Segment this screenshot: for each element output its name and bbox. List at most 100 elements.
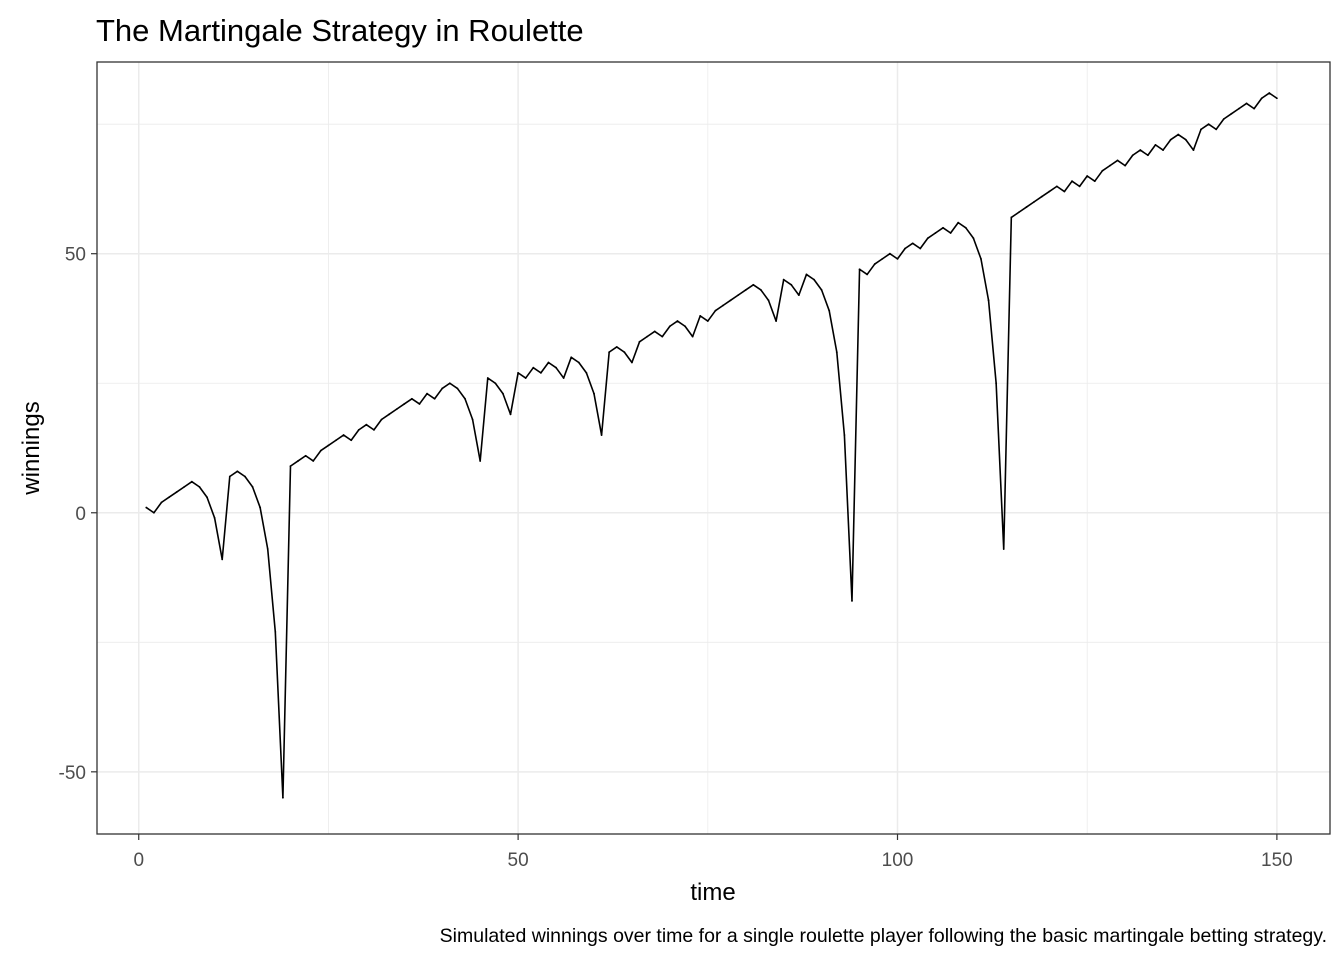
data-point — [410, 397, 413, 400]
data-point — [464, 397, 466, 400]
data-point — [1109, 164, 1111, 167]
data-point — [532, 366, 535, 369]
y-tick-label: -50 — [59, 763, 86, 784]
data-point — [570, 356, 573, 359]
x-tick-label: 50 — [508, 850, 529, 871]
data-point — [1177, 133, 1180, 136]
data-point — [1169, 138, 1172, 141]
winnings-line — [145, 92, 1278, 799]
data-point — [1275, 97, 1278, 100]
data-point — [160, 501, 163, 504]
data-point — [274, 631, 277, 633]
data-point — [835, 351, 838, 354]
data-point — [380, 418, 383, 421]
data-point — [661, 335, 664, 338]
data-point — [183, 485, 186, 488]
data-point — [175, 491, 178, 493]
data-point — [911, 242, 914, 245]
data-point — [494, 382, 497, 385]
data-point — [153, 511, 155, 514]
data-point — [517, 371, 520, 374]
data-point — [676, 320, 679, 322]
data-point — [289, 465, 292, 468]
data-point — [418, 403, 421, 405]
data-point — [926, 237, 929, 240]
data-point — [1124, 164, 1127, 167]
data-point — [851, 599, 853, 602]
data-point — [327, 444, 330, 447]
major-grid — [97, 62, 1330, 834]
data-point — [760, 289, 762, 291]
data-point — [737, 294, 740, 297]
data-point — [206, 496, 208, 499]
data-point — [668, 325, 671, 328]
data-point — [972, 237, 975, 240]
data-point — [942, 226, 944, 229]
data-point — [350, 439, 353, 442]
data-point — [1018, 211, 1020, 214]
data-point — [441, 387, 444, 390]
data-point — [456, 387, 459, 390]
data-point — [1245, 102, 1248, 105]
data-point — [995, 382, 998, 385]
data-point — [1192, 149, 1195, 151]
data-point — [623, 351, 626, 354]
data-point — [744, 289, 747, 291]
data-point — [1207, 123, 1210, 126]
panel-background — [97, 62, 1330, 834]
data-point — [782, 278, 785, 281]
data-point — [145, 506, 148, 509]
data-point — [357, 428, 360, 431]
data-point — [221, 558, 224, 561]
data-point — [479, 460, 482, 462]
data-point — [555, 366, 557, 369]
data-point — [251, 485, 254, 488]
data-point — [858, 268, 861, 271]
data-point — [562, 377, 565, 379]
data-point — [646, 335, 649, 338]
y-tick-label: 0 — [75, 504, 86, 525]
data-point — [319, 449, 322, 452]
data-point — [866, 273, 869, 276]
data-point — [790, 283, 793, 286]
data-point — [1222, 118, 1225, 120]
data-point — [828, 309, 831, 312]
data-point — [335, 439, 337, 442]
data-point — [1230, 112, 1233, 115]
data-point — [1002, 548, 1005, 550]
data-point — [691, 335, 694, 338]
data-point — [805, 273, 808, 276]
data-point — [1215, 128, 1218, 131]
data-point — [957, 221, 960, 224]
data-point — [524, 377, 527, 379]
data-point — [433, 397, 436, 400]
data-point — [684, 325, 686, 328]
data-point — [168, 496, 170, 499]
data-point — [638, 340, 641, 343]
data-point — [1055, 185, 1058, 188]
data-point — [714, 309, 717, 312]
data-point — [1253, 107, 1256, 110]
data-point — [365, 423, 368, 426]
x-axis: 0 50 100 150 — [133, 834, 1293, 871]
data-point — [373, 428, 375, 431]
data-point — [1260, 97, 1263, 100]
data-point — [190, 480, 193, 483]
data-point — [426, 392, 428, 395]
data-point — [896, 257, 899, 260]
x-axis-title: time — [690, 879, 735, 906]
data-point — [919, 247, 922, 250]
data-point — [1025, 206, 1028, 208]
x-tick-label: 150 — [1261, 850, 1293, 871]
data-point — [987, 299, 990, 302]
data-point — [904, 247, 906, 250]
data-point — [964, 226, 967, 229]
data-point — [729, 299, 732, 302]
data-point — [585, 371, 588, 374]
data-point — [1093, 180, 1096, 183]
data-point — [213, 517, 216, 519]
data-point — [873, 263, 876, 265]
data-point — [486, 377, 489, 379]
data-point — [539, 371, 542, 374]
